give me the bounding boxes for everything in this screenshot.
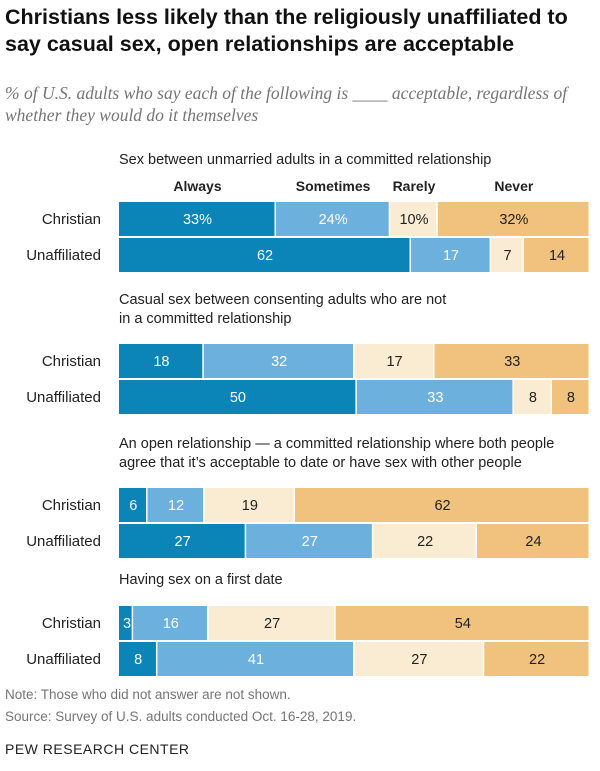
bar-segment-always [119,606,132,640]
question-label: Casual sex between consenting adults who… [119,292,446,308]
bar-segment-never [524,238,589,272]
data-label: 27 [175,534,191,550]
row-label: Christian [42,211,101,228]
data-label: 62 [434,498,450,514]
data-label: 33 [427,390,443,406]
brand-logo-text: PEW RESEARCH CENTER [5,741,190,757]
data-label: 54 [455,616,471,632]
bar-segment-sometimes [276,202,389,236]
question-label: Sex between unmarried adults in a commit… [119,152,491,168]
bar-segment-never [476,524,589,558]
bar-segment-rarely [354,642,483,676]
bar-segment-always [119,524,245,558]
data-label: 27 [264,616,280,632]
bar-segment-rarely [208,606,335,640]
bar-segment-sometimes [203,344,353,378]
data-label: 17 [443,248,459,264]
row-label: Unaffiliated [26,389,101,406]
data-label: 32% [499,212,528,228]
bar-segment-never [295,488,589,522]
bar-segment-never [437,202,589,236]
bar-segment-always [119,488,147,522]
bar-segment-sometimes [147,488,204,522]
chart-subtitle: % of U.S. adults who say each of the fol… [5,83,568,125]
bar-segment-always [119,344,203,378]
data-label: 19 [242,498,258,514]
question-label: in a committed relationship [119,311,291,327]
data-label: 27 [302,534,318,550]
bar-segment-rarely [204,488,294,522]
bar-segment-sometimes [411,238,490,272]
data-label: 3 [123,616,131,632]
data-label: 18 [153,354,169,370]
question-label: An open relationship — a committed relat… [119,436,554,452]
data-label: 62 [257,248,273,264]
data-label: 8 [529,390,537,406]
bar-segment-rarely [373,524,476,558]
data-label: 22 [529,652,545,668]
bar-segment-never [335,606,589,640]
legend-always: Always [173,178,221,194]
bar-segment-sometimes [133,606,207,640]
data-label: 24% [319,212,348,228]
bar-segment-never [434,344,589,378]
data-label: 50 [230,390,246,406]
bar-segment-rarely [513,380,551,414]
chart-svg: Sex between unmarried adults in a commit… [26,152,589,676]
row-label: Unaffiliated [26,533,101,550]
bar-segment-sometimes [157,642,353,676]
bar-segment-never [484,642,589,676]
data-label: 8 [134,652,142,668]
chart-title: Christians less likely than the religiou… [5,5,568,56]
question-label: Having sex on a first date [119,572,283,588]
data-label: 7 [504,248,512,264]
data-label: 17 [386,354,402,370]
bar-segment-always [119,202,275,236]
row-label: Unaffiliated [26,247,101,264]
data-label: 16 [163,616,179,632]
data-label: 41 [248,652,264,668]
bar-segment-rarely [491,238,523,272]
footer-note: Note: Those who did not answer are not s… [5,687,291,702]
bar-segment-rarely [354,344,434,378]
data-label: 14 [549,248,565,264]
row-label: Christian [42,497,101,514]
data-label: 10% [399,212,428,228]
bar-segment-always [119,642,156,676]
data-label: 8 [567,390,575,406]
bar-segment-sometimes [356,380,513,414]
row-label: Christian [42,615,101,632]
data-label: 24 [525,534,541,550]
question-label: agree that it’s acceptable to date or ha… [119,455,522,471]
data-label: 12 [168,498,184,514]
bar-segment-always [119,238,410,272]
data-label: 33 [504,354,520,370]
legend-rarely: Rarely [393,178,436,194]
legend-never: Never [494,178,533,194]
data-label: 32 [271,354,287,370]
bar-segment-sometimes [246,524,372,558]
data-label: 22 [417,534,433,550]
data-label: 27 [411,652,427,668]
bar-segment-always [119,380,356,414]
footer-source: Source: Survey of U.S. adults conducted … [5,709,357,724]
bar-segment-rarely [390,202,437,236]
data-label: 6 [129,498,137,514]
bar-segment-never [551,380,589,414]
row-label: Christian [42,353,101,370]
row-label: Unaffiliated [26,651,101,668]
data-label: 33% [183,212,212,228]
legend-sometimes: Sometimes [296,178,371,194]
stacked-bar-chart: Sex between unmarried adults in a commit… [0,140,600,685]
